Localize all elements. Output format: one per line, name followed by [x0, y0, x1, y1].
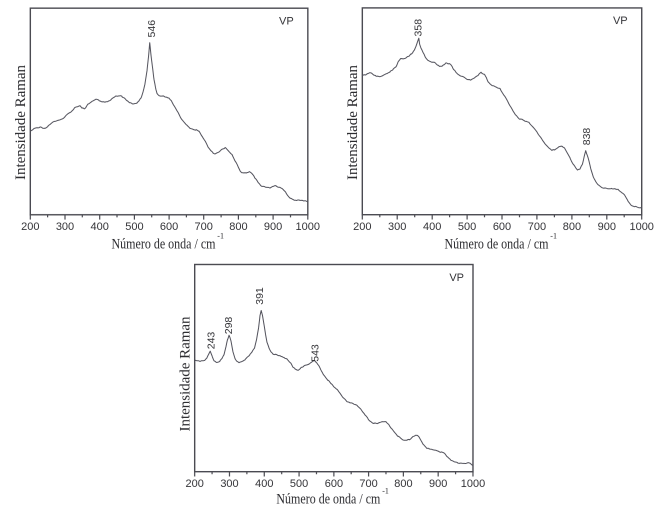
svg-text:543: 543 — [310, 344, 322, 362]
svg-text:700: 700 — [195, 221, 213, 233]
svg-text:800: 800 — [394, 478, 412, 490]
svg-text:400: 400 — [423, 221, 441, 233]
svg-text:700: 700 — [359, 478, 377, 490]
svg-text:838: 838 — [581, 128, 593, 146]
svg-text:500: 500 — [125, 221, 143, 233]
svg-text:600: 600 — [325, 478, 343, 490]
svg-text:-1: -1 — [382, 486, 389, 495]
svg-text:Número de onda / cm: Número de onda / cm — [276, 491, 381, 507]
svg-text:VP: VP — [449, 272, 464, 284]
svg-text:600: 600 — [493, 221, 511, 233]
svg-text:300: 300 — [220, 478, 238, 490]
svg-text:-1: -1 — [217, 231, 224, 240]
svg-text:200: 200 — [21, 221, 39, 233]
svg-text:1000: 1000 — [629, 221, 653, 233]
svg-text:900: 900 — [429, 478, 447, 490]
svg-text:391: 391 — [254, 287, 266, 305]
svg-text:Número de onda / cm: Número de onda / cm — [112, 236, 217, 252]
svg-text:200: 200 — [185, 478, 203, 490]
svg-text:Número de onda / cm: Número de onda / cm — [445, 237, 550, 253]
svg-text:VP: VP — [613, 15, 628, 27]
svg-text:298: 298 — [223, 317, 235, 335]
svg-text:1000: 1000 — [461, 478, 485, 490]
svg-text:546: 546 — [146, 20, 158, 38]
svg-text:900: 900 — [598, 221, 616, 233]
svg-text:VP: VP — [279, 16, 294, 28]
svg-text:800: 800 — [563, 221, 581, 233]
svg-text:800: 800 — [229, 221, 247, 233]
svg-text:400: 400 — [91, 221, 109, 233]
svg-text:358: 358 — [412, 19, 424, 37]
svg-text:500: 500 — [290, 478, 308, 490]
svg-text:300: 300 — [56, 221, 74, 233]
svg-text:Intensidade Raman: Intensidade Raman — [177, 316, 193, 432]
svg-text:243: 243 — [206, 332, 218, 350]
svg-text:900: 900 — [264, 221, 282, 233]
svg-text:200: 200 — [353, 221, 371, 233]
svg-text:500: 500 — [458, 221, 476, 233]
svg-text:300: 300 — [388, 221, 406, 233]
svg-text:1000: 1000 — [296, 221, 320, 233]
svg-text:Intensidade Raman: Intensidade Raman — [345, 64, 361, 180]
svg-text:-1: -1 — [550, 231, 557, 240]
svg-text:400: 400 — [255, 478, 273, 490]
svg-text:Intensidade Raman: Intensidade Raman — [13, 64, 29, 180]
svg-text:700: 700 — [528, 221, 546, 233]
svg-text:600: 600 — [160, 221, 178, 233]
